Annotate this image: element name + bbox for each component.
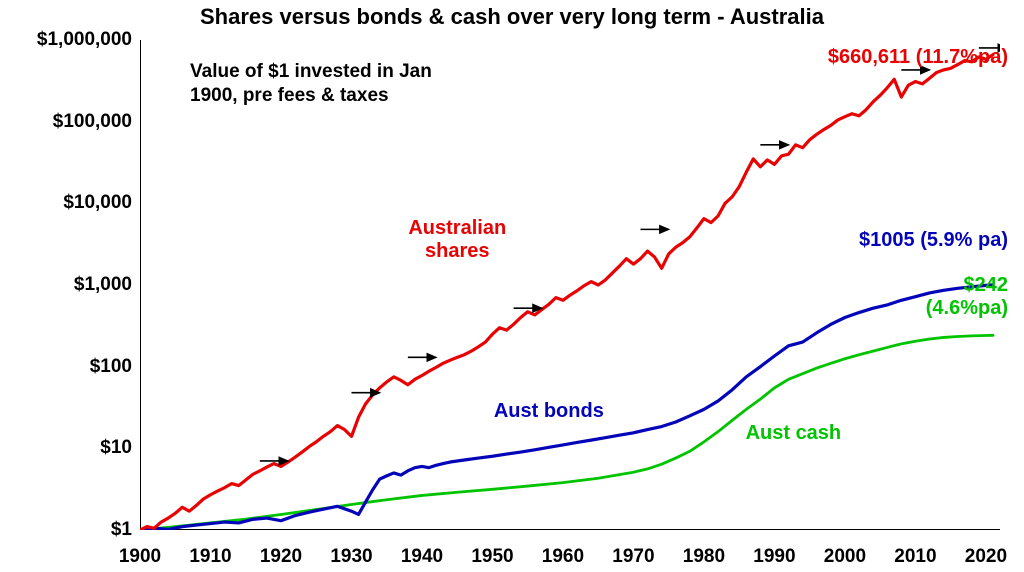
chart-title: Shares versus bonds & cash over very lon…	[0, 4, 1024, 30]
series-label-bonds: Aust bonds	[494, 400, 604, 423]
x-tick-label: 2020	[965, 546, 1007, 568]
series-label-cash: Aust cash	[746, 422, 842, 445]
subtitle-line-1: Value of $1 invested in Jan	[190, 61, 432, 82]
chart-subtitle: Value of $1 invested in Jan 1900, pre fe…	[190, 60, 432, 108]
x-tick-label: 2010	[894, 546, 936, 568]
plot-svg	[140, 40, 1000, 530]
end-label-bonds: $1005 (5.9% pa)	[859, 229, 1008, 252]
y-tick-label: $10,000	[12, 192, 132, 214]
x-tick-label: 1920	[260, 546, 302, 568]
x-tick-label: 1930	[330, 546, 372, 568]
y-tick-label: $10	[12, 437, 132, 459]
end-label-cash: $242 (4.6%pa)	[926, 274, 1008, 320]
x-tick-label: 1940	[401, 546, 443, 568]
y-tick-label: $1,000,000	[12, 29, 132, 51]
x-tick-label: 1950	[471, 546, 513, 568]
y-tick-label: $1	[12, 519, 132, 541]
y-tick-label: $100	[12, 356, 132, 378]
x-tick-label: 1900	[119, 546, 161, 568]
y-tick-label: $1,000	[12, 274, 132, 296]
series-label-shares: Australian shares	[408, 217, 506, 263]
x-tick-label: 1980	[683, 546, 725, 568]
y-tick-label: $100,000	[12, 111, 132, 133]
x-tick-label: 1970	[612, 546, 654, 568]
plot-area	[140, 40, 1000, 530]
x-tick-label: 1960	[542, 546, 584, 568]
x-tick-label: 1990	[753, 546, 795, 568]
chart-container: Shares versus bonds & cash over very lon…	[0, 0, 1024, 572]
subtitle-line-2: 1900, pre fees & taxes	[190, 85, 389, 106]
x-tick-label: 1910	[189, 546, 231, 568]
x-tick-label: 2000	[824, 546, 866, 568]
end-label-shares: $660,611 (11.7%pa)	[828, 46, 1008, 69]
